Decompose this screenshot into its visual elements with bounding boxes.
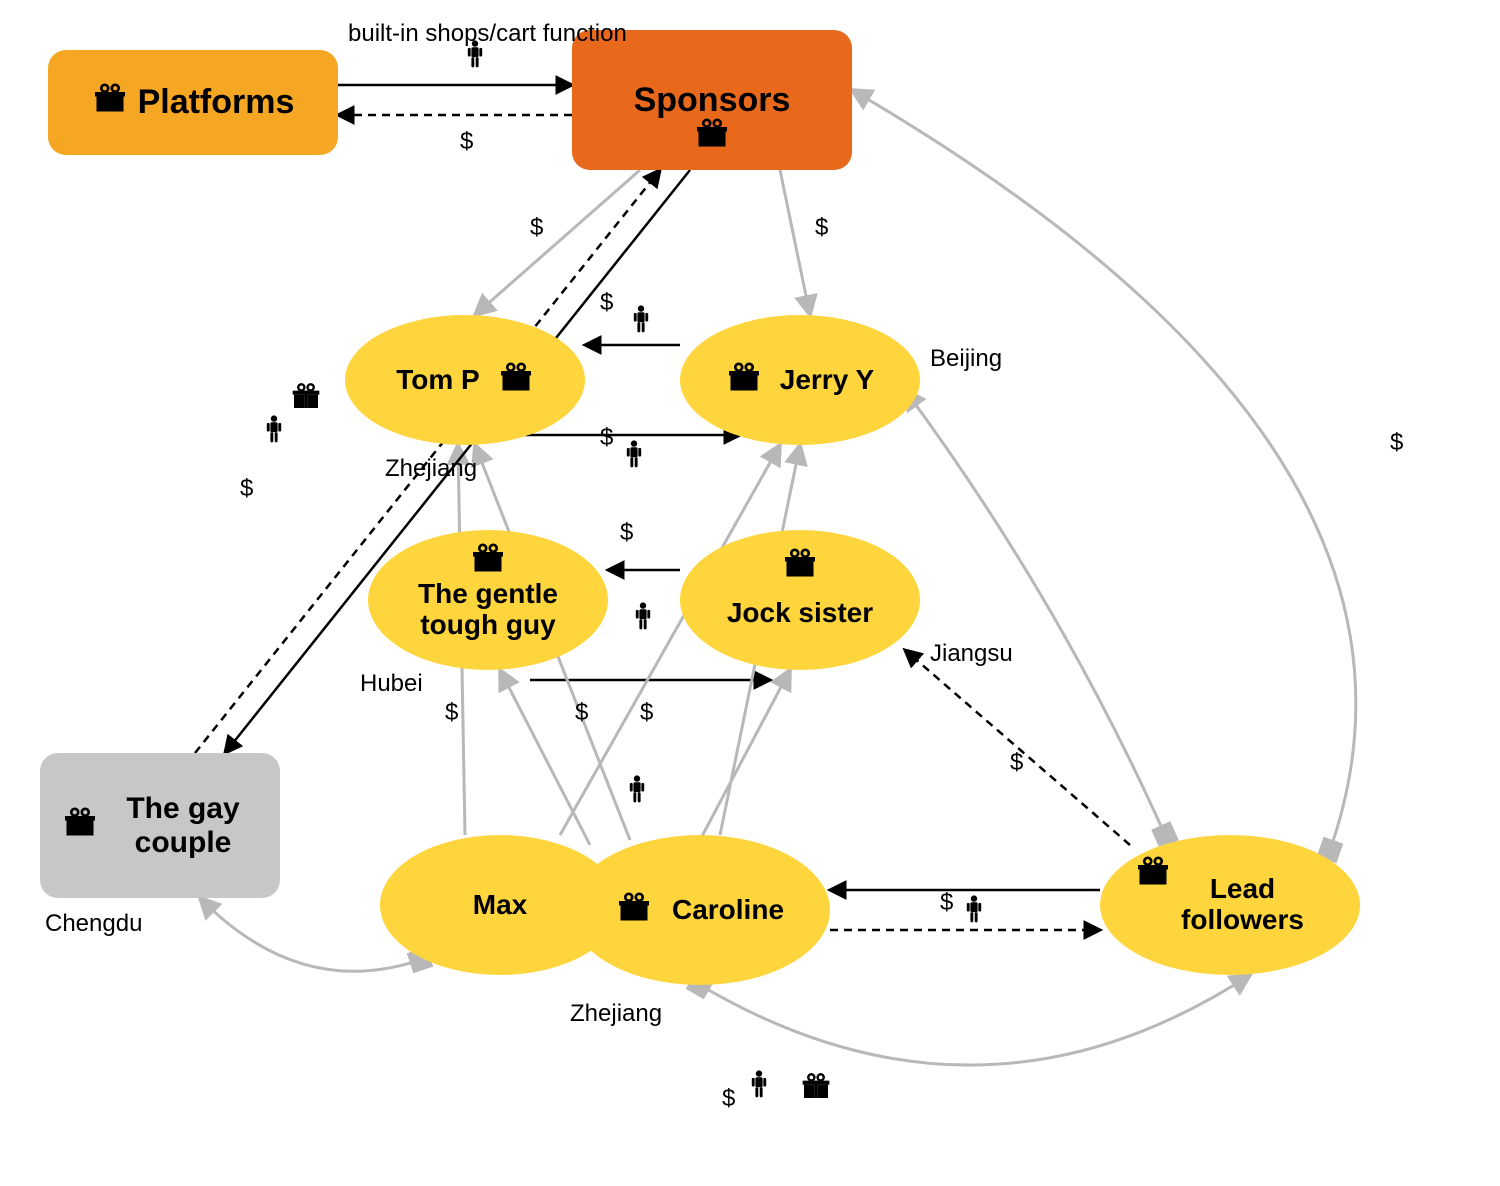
node-platforms: Platforms <box>48 50 338 155</box>
node-label: Max <box>473 889 527 921</box>
dollar-label: $ <box>722 1085 735 1113</box>
edge-label: $ <box>445 699 458 726</box>
location-label: Zhejiang <box>385 455 477 483</box>
edge-label-builtin: built-in shops/cart function <box>348 20 627 48</box>
person-icon <box>632 305 650 339</box>
location-label: Beijing <box>930 345 1002 373</box>
node-tom: Tom P <box>345 315 585 445</box>
dollar-label: $ <box>240 475 253 503</box>
node-label: The gentle tough guy <box>398 579 578 641</box>
node-gay-couple: The gay couple <box>40 753 280 898</box>
person-icon <box>265 415 283 449</box>
node-label: The gay couple <box>108 792 258 860</box>
edge-spon-jerry <box>780 170 810 315</box>
edge-label: $ <box>815 214 828 241</box>
gift-icon <box>62 804 98 848</box>
node-label: Lead followers <box>1163 874 1323 936</box>
dollar-label: $ <box>460 128 473 156</box>
location-label: Chengdu <box>45 910 142 938</box>
location-label: Jiangsu <box>930 640 1013 668</box>
node-caroline: Caroline <box>570 835 830 985</box>
gift-icon <box>782 545 818 588</box>
node-label: Caroline <box>672 894 784 926</box>
gift-icon <box>1135 853 1171 896</box>
person-icon <box>466 40 484 74</box>
edge-caroline-lead-curve <box>700 975 1250 1065</box>
person-icon <box>750 1070 768 1104</box>
person-icon <box>965 895 983 929</box>
edge-spon-tom <box>475 170 640 315</box>
gift-icon <box>726 359 762 402</box>
gift-icon <box>616 889 652 932</box>
person-icon <box>628 775 646 809</box>
gift-icon <box>92 80 128 125</box>
edge-label: $ <box>1010 749 1023 776</box>
node-jock: Jock sister <box>680 530 920 670</box>
gift-icon <box>470 540 506 583</box>
edge-label: $ <box>1390 429 1403 456</box>
location-label: Hubei <box>360 670 423 698</box>
edge-lead-jock-dash <box>905 650 1130 845</box>
gift-icon <box>694 115 730 160</box>
edge-lead-spon <box>852 90 1356 850</box>
gift-icon <box>290 380 322 417</box>
person-icon <box>634 602 652 636</box>
node-label: Tom P <box>396 364 479 396</box>
person-icon <box>625 440 643 474</box>
edge-lead-jerry <box>905 390 1165 835</box>
edge-label: $ <box>640 699 653 726</box>
diagram-canvas: $ $ $ $ $ $ $ $ $ $ $ Platforms Sponsors The gay c… <box>0 0 1500 1186</box>
edge-label: $ <box>530 214 543 241</box>
node-jerry: Jerry Y <box>680 315 920 445</box>
location-label: Zhejiang <box>570 1000 662 1028</box>
node-label: Jock sister <box>727 597 873 629</box>
edge-label: $ <box>620 519 633 546</box>
node-lead: Lead followers <box>1100 835 1360 975</box>
edge-caroline-jock <box>700 670 790 840</box>
edge-label: $ <box>600 289 613 316</box>
gift-icon <box>498 359 534 402</box>
node-sponsors: Sponsors <box>572 30 852 170</box>
edge-label: $ <box>575 699 588 726</box>
node-label: Sponsors <box>634 81 791 120</box>
edge-label: $ <box>940 889 953 916</box>
node-label: Platforms <box>138 83 295 122</box>
gift-icon <box>800 1070 832 1107</box>
node-gentle: The gentle tough guy <box>368 530 608 670</box>
node-label: Jerry Y <box>780 364 874 396</box>
edge-caroline-gentle <box>500 670 590 845</box>
edge-label: $ <box>600 424 613 451</box>
